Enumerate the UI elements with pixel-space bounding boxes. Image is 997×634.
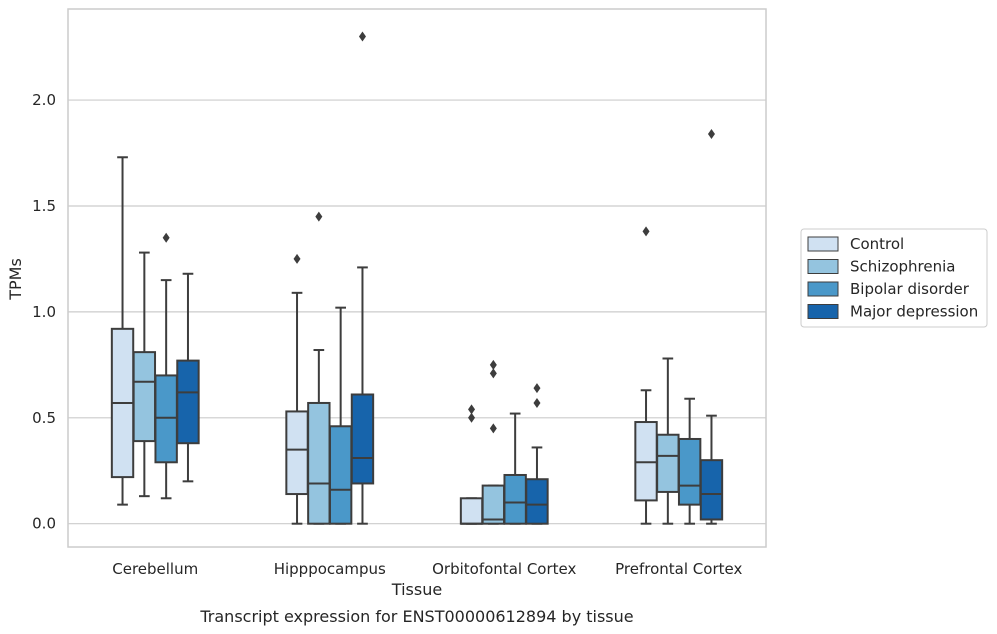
box-1-2 [328, 306, 353, 525]
outlier-point [315, 211, 323, 222]
outlier-point [642, 226, 650, 237]
figure-caption: Transcript expression for ENST0000061289… [199, 607, 633, 626]
legend-swatch [807, 304, 839, 319]
outlier-point [489, 359, 497, 370]
box-2-3 [525, 383, 549, 525]
box-1-3 [350, 31, 375, 525]
y-tick-label: 2.0 [32, 91, 56, 109]
outlier-point [489, 368, 497, 379]
y-tick-label: 1.0 [32, 303, 56, 321]
box-0-2 [154, 232, 178, 500]
legend-swatch [807, 236, 839, 252]
legend-swatch [807, 259, 839, 274]
x-tick-label: Cerebellum [112, 560, 198, 578]
box-iqr [503, 473, 527, 525]
x-axis-label: Tissue [391, 580, 442, 599]
box-2-0 [459, 404, 484, 525]
y-axis-label: TPMs [6, 258, 25, 301]
box-iqr [481, 484, 506, 525]
box-iqr [132, 351, 157, 443]
box-iqr [677, 437, 702, 506]
box-iqr [656, 433, 680, 493]
legend-item: Bipolar disorder [807, 280, 970, 298]
legend-swatch [807, 281, 839, 297]
box-3-3 [699, 128, 724, 525]
box-iqr [699, 459, 724, 521]
box-plots [110, 31, 724, 525]
box-iqr [525, 478, 549, 525]
outlier-point [468, 404, 476, 415]
box-iqr [350, 393, 375, 485]
box-iqr [285, 410, 309, 496]
legend-label: Bipolar disorder [850, 280, 970, 298]
x-tick-label: Orbitofontal Cortex [432, 560, 576, 578]
outlier-point [293, 253, 301, 264]
outlier-point [162, 232, 170, 243]
legend-frame [800, 228, 988, 328]
box-3-1 [656, 357, 680, 525]
legend: Control Schizophrenia Bipolar disorder Majo… [800, 228, 988, 328]
box-2-2 [503, 412, 527, 525]
y-tick-label: 0.5 [32, 409, 56, 427]
legend-item: Control [807, 235, 904, 253]
legend-item: Major depression [807, 303, 978, 321]
box-iqr [154, 374, 178, 464]
plot-frame [67, 8, 767, 548]
legend-label: Major depression [850, 303, 978, 321]
legend-item: Schizophrenia [807, 258, 955, 276]
legend-label: Schizophrenia [850, 258, 955, 276]
x-tick-label: Hipppocampus [274, 560, 386, 578]
box-0-3 [176, 272, 200, 483]
box-1-1 [307, 211, 331, 525]
outlier-point [707, 128, 715, 139]
box-3-2 [677, 397, 702, 525]
x-tick-labels: Cerebellum Hipppocampus Orbitofontal Corte… [112, 560, 742, 578]
box-1-0 [285, 253, 309, 525]
box-0-0 [110, 156, 135, 506]
y-tick-labels: 0.0 0.5 1.0 1.5 2.0 [32, 91, 56, 533]
box-iqr [328, 425, 353, 525]
outlier-point [468, 412, 476, 423]
outlier-point [533, 397, 541, 408]
y-tick-label: 0.0 [32, 515, 56, 533]
box-iqr [307, 401, 331, 525]
outlier-point [489, 423, 497, 434]
outlier-point [533, 383, 541, 394]
box-iqr [459, 497, 484, 525]
box-0-1 [132, 251, 157, 498]
y-tick-label: 1.5 [32, 197, 56, 215]
legend-label: Control [850, 235, 904, 253]
x-tick-label: Prefrontal Cortex [615, 560, 742, 578]
box-iqr [634, 421, 658, 502]
outlier-point [358, 31, 366, 42]
box-iqr [176, 359, 200, 445]
